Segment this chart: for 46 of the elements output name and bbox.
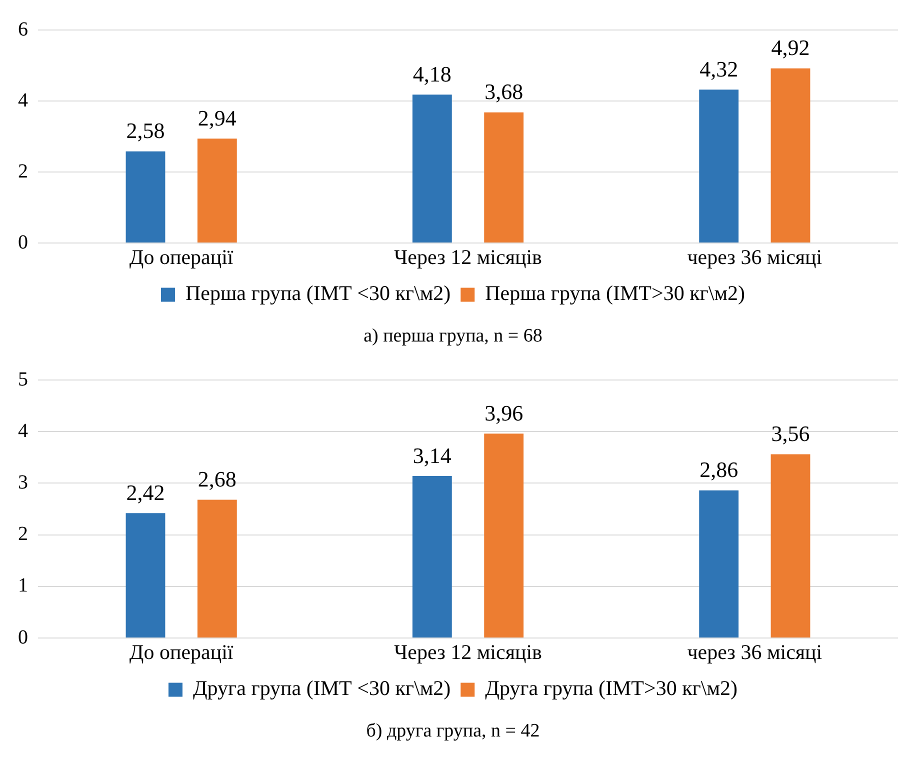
bar [126, 513, 166, 638]
data-label: 3,96 [484, 400, 524, 426]
data-label: 2,94 [198, 105, 236, 130]
y-tick-label: 0 [18, 626, 28, 648]
bar [770, 68, 810, 242]
bar [197, 500, 237, 638]
y-tick-label: 6 [18, 18, 28, 40]
bar [484, 112, 524, 242]
y-tick-label: 3 [18, 471, 28, 494]
bar [484, 434, 524, 638]
y-tick-label: 2 [18, 160, 28, 182]
y-tick-label: 4 [18, 89, 28, 112]
data-label: 4,32 [700, 56, 738, 82]
bar [770, 454, 810, 638]
text: б) друга група, n = 42 [366, 720, 540, 742]
data-label: 3,68 [484, 79, 524, 104]
y-tick-label: 1 [18, 574, 28, 597]
legend-label: Перша група (ІМТ <30 кг\м2) [185, 281, 451, 306]
x-tick-label: До операції [129, 640, 234, 664]
x-tick-label: До операції [129, 245, 234, 270]
data-label: 2,58 [126, 118, 165, 144]
x-tick-label: Через 12 місяців [394, 640, 542, 664]
y-tick-label: 5 [18, 368, 28, 390]
data-label: 3,14 [412, 442, 452, 468]
legend-label: Друга група (ІМТ>30 кг\м2) [485, 676, 738, 700]
data-label: 2,42 [126, 480, 165, 505]
data-label: 3,56 [771, 421, 810, 446]
x-tick-label: Через 12 місяців [394, 245, 542, 270]
y-tick-label: 4 [18, 420, 28, 442]
bar [699, 490, 739, 638]
bar [412, 476, 452, 638]
x-tick-label: через 36 місяці [687, 640, 822, 664]
data-label: 4,92 [771, 35, 810, 60]
legend-label: Перша група (ІМТ>30 кг\м2) [485, 281, 746, 306]
data-label: 4,18 [412, 61, 452, 86]
bar [197, 138, 237, 242]
y-tick-label: 2 [18, 523, 28, 546]
data-label: 2,68 [198, 466, 236, 492]
data-label: 2,86 [700, 457, 738, 482]
x-tick-label: через 36 місяці [687, 245, 822, 270]
bar [126, 151, 166, 242]
text: а) перша група, n = 68 [364, 326, 542, 347]
bar [699, 90, 739, 242]
legend-label: Друга група (ІМТ <30 кг\м2) [192, 676, 451, 700]
y-tick-label: 0 [18, 231, 28, 254]
bar [412, 94, 452, 242]
